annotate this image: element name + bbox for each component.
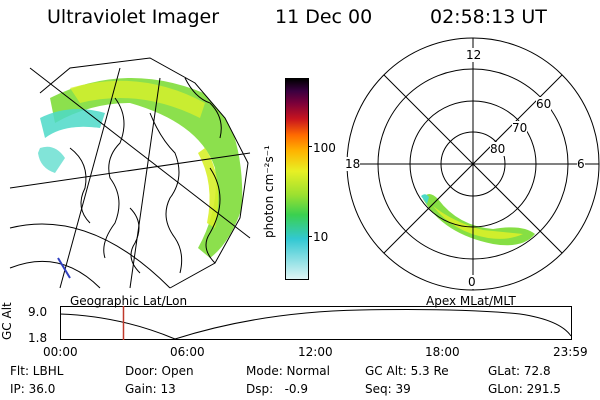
info-glat: GLat: 72.8 bbox=[488, 364, 551, 378]
colorbar-tick-100: 100 bbox=[313, 141, 336, 155]
info-mode: Mode: Normal bbox=[246, 364, 330, 378]
info-door: Door: Open bbox=[125, 364, 194, 378]
timeline-xtick: 00:00 bbox=[43, 345, 78, 359]
info-gc-alt: GC Alt: 5.3 Re bbox=[365, 364, 449, 378]
colorbar-tick-mark bbox=[308, 146, 312, 147]
info-glon: GLon: 291.5 bbox=[488, 382, 561, 396]
polar-panel-label: Apex MLat/MLT bbox=[426, 294, 516, 308]
timeline-plot bbox=[59, 306, 572, 340]
mlat-label-60: 60 bbox=[536, 97, 552, 111]
timeline-axis-label: GC Alt bbox=[0, 302, 14, 340]
colorbar-tick-10: 10 bbox=[313, 230, 329, 244]
mlt-label-6: 6 bbox=[577, 157, 585, 171]
info-seq: Seq: 39 bbox=[365, 382, 411, 396]
date-label: 11 Dec 00 bbox=[275, 6, 373, 28]
timeline-ytick-min: 1.8 bbox=[28, 331, 48, 345]
geo-panel-label: Geographic Lat/Lon bbox=[70, 294, 188, 308]
timeline-ytick-max: 9.0 bbox=[28, 305, 48, 319]
mlt-label-18: 18 bbox=[345, 157, 361, 171]
mlt-label-0: 0 bbox=[468, 275, 476, 289]
time-label: 02:58:13 UT bbox=[430, 6, 547, 28]
info-ip: IP: 36.0 bbox=[10, 382, 56, 396]
info-dsp: Dsp: -0.9 bbox=[246, 382, 309, 396]
timeline-xtick: 23:59 bbox=[553, 345, 588, 359]
polar-plot bbox=[346, 37, 600, 291]
timeline-xtick: 06:00 bbox=[170, 345, 205, 359]
timeline-xtick: 12:00 bbox=[298, 345, 333, 359]
mlat-label-80: 80 bbox=[490, 142, 506, 156]
colorbar-unit-label: photon cm⁻²s⁻¹ bbox=[262, 145, 276, 238]
info-flt: Flt: LBHL bbox=[10, 364, 64, 378]
colorbar bbox=[285, 78, 309, 280]
colorbar-tick-mark bbox=[308, 236, 312, 237]
mlt-label-12: 12 bbox=[466, 48, 482, 62]
geographic-map bbox=[9, 57, 251, 289]
mlat-label-70: 70 bbox=[512, 121, 528, 135]
timeline-xtick: 18:00 bbox=[425, 345, 460, 359]
info-gain: Gain: 13 bbox=[125, 382, 176, 396]
app-title: Ultraviolet Imager bbox=[47, 6, 220, 28]
